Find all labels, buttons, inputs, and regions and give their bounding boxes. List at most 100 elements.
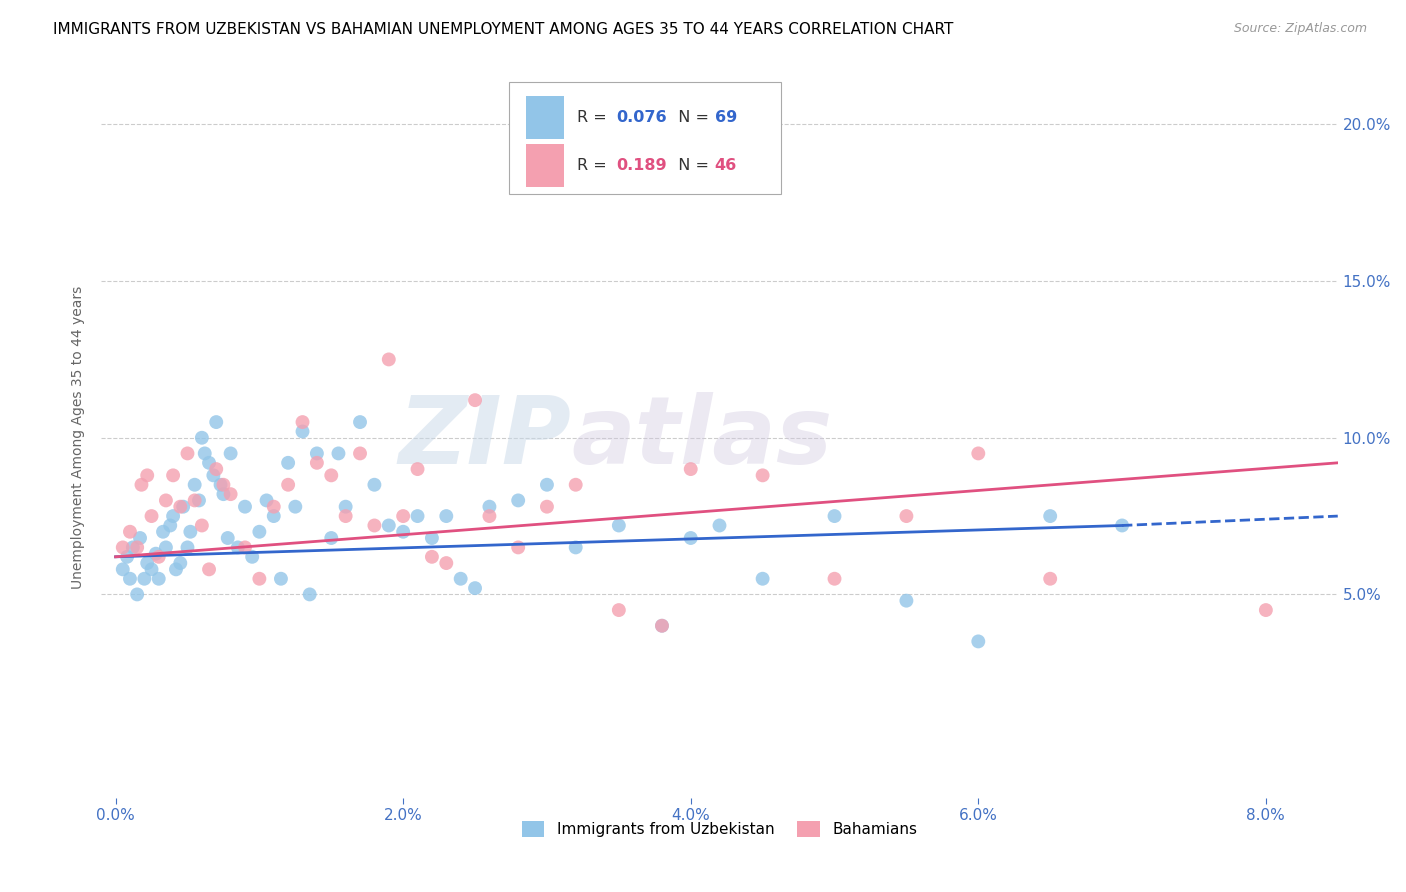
Point (134, 572, 156, 586)
Point (247, 524, 270, 539)
Point (434, 509, 457, 524)
Point (256, 493, 278, 508)
Point (183, 493, 205, 508)
Point (277, 477, 299, 491)
Point (219, 487, 242, 501)
Point (349, 446, 371, 460)
Point (152, 524, 174, 539)
Text: R =: R = (576, 158, 612, 173)
Point (1039, 509, 1062, 524)
Point (219, 446, 242, 460)
Point (209, 477, 232, 491)
Point (141, 562, 163, 576)
Point (363, 477, 385, 491)
Point (270, 572, 292, 586)
Point (298, 587, 321, 601)
Point (378, 352, 401, 367)
Point (464, 581, 486, 595)
Point (450, 572, 472, 586)
Point (392, 509, 415, 524)
Point (651, 619, 673, 633)
Point (226, 541, 249, 555)
Point (420, 549, 443, 564)
Text: N =: N = (668, 110, 714, 125)
Point (136, 556, 159, 570)
Point (172, 500, 194, 514)
Text: 0.189: 0.189 (616, 158, 666, 173)
Point (169, 556, 191, 570)
Text: 46: 46 (714, 158, 737, 173)
Point (434, 556, 457, 570)
Point (277, 456, 299, 470)
Point (129, 531, 152, 545)
Point (967, 634, 990, 648)
Point (1039, 572, 1062, 586)
Point (194, 446, 217, 460)
Text: IMMIGRANTS FROM UZBEKISTAN VS BAHAMIAN UNEMPLOYMENT AMONG AGES 35 TO 44 YEARS CO: IMMIGRANTS FROM UZBEKISTAN VS BAHAMIAN U… (53, 22, 953, 37)
Point (165, 562, 187, 576)
Point (478, 500, 501, 514)
Point (328, 446, 350, 460)
Text: Source: ZipAtlas.com: Source: ZipAtlas.com (1233, 22, 1367, 36)
Point (111, 541, 134, 555)
Point (335, 500, 357, 514)
Point (263, 500, 285, 514)
Text: N =: N = (668, 158, 714, 173)
Text: atlas: atlas (571, 392, 832, 483)
Point (751, 468, 773, 483)
Point (349, 415, 371, 429)
Point (111, 562, 134, 576)
Point (321, 531, 343, 545)
Point (179, 524, 201, 539)
Point (406, 509, 429, 524)
Point (247, 572, 270, 586)
Point (169, 500, 191, 514)
Point (148, 549, 170, 564)
Point (155, 493, 177, 508)
Point (127, 587, 149, 601)
Point (607, 603, 630, 617)
Point (131, 477, 153, 491)
Legend: Immigrants from Uzbekistan, Bahamians: Immigrants from Uzbekistan, Bahamians (515, 814, 925, 845)
Point (305, 446, 328, 460)
Point (478, 509, 501, 524)
Point (751, 572, 773, 586)
Point (679, 531, 702, 545)
Point (824, 572, 846, 586)
Point (1111, 518, 1133, 533)
Text: ZIP: ZIP (398, 392, 571, 483)
Point (564, 477, 586, 491)
Point (212, 477, 235, 491)
Point (464, 393, 486, 408)
Point (205, 415, 228, 429)
Point (162, 509, 184, 524)
Point (305, 456, 328, 470)
Point (536, 477, 558, 491)
Point (212, 487, 235, 501)
Point (198, 562, 221, 576)
Point (217, 531, 239, 545)
Point (679, 462, 702, 476)
Point (188, 493, 211, 508)
Point (263, 509, 285, 524)
Point (148, 572, 170, 586)
Point (896, 593, 918, 607)
Point (709, 518, 731, 533)
Point (127, 541, 149, 555)
Point (896, 509, 918, 524)
Point (191, 431, 214, 445)
Point (378, 518, 401, 533)
Point (291, 415, 314, 429)
Point (291, 425, 314, 439)
Point (205, 462, 228, 476)
Point (115, 549, 138, 564)
Point (141, 509, 163, 524)
Point (824, 509, 846, 524)
Point (233, 500, 256, 514)
Y-axis label: Unemployment Among Ages 35 to 44 years: Unemployment Among Ages 35 to 44 years (72, 286, 86, 590)
Point (176, 446, 198, 460)
Point (155, 541, 177, 555)
Point (121, 541, 143, 555)
Text: 69: 69 (714, 110, 737, 125)
Point (176, 541, 198, 555)
